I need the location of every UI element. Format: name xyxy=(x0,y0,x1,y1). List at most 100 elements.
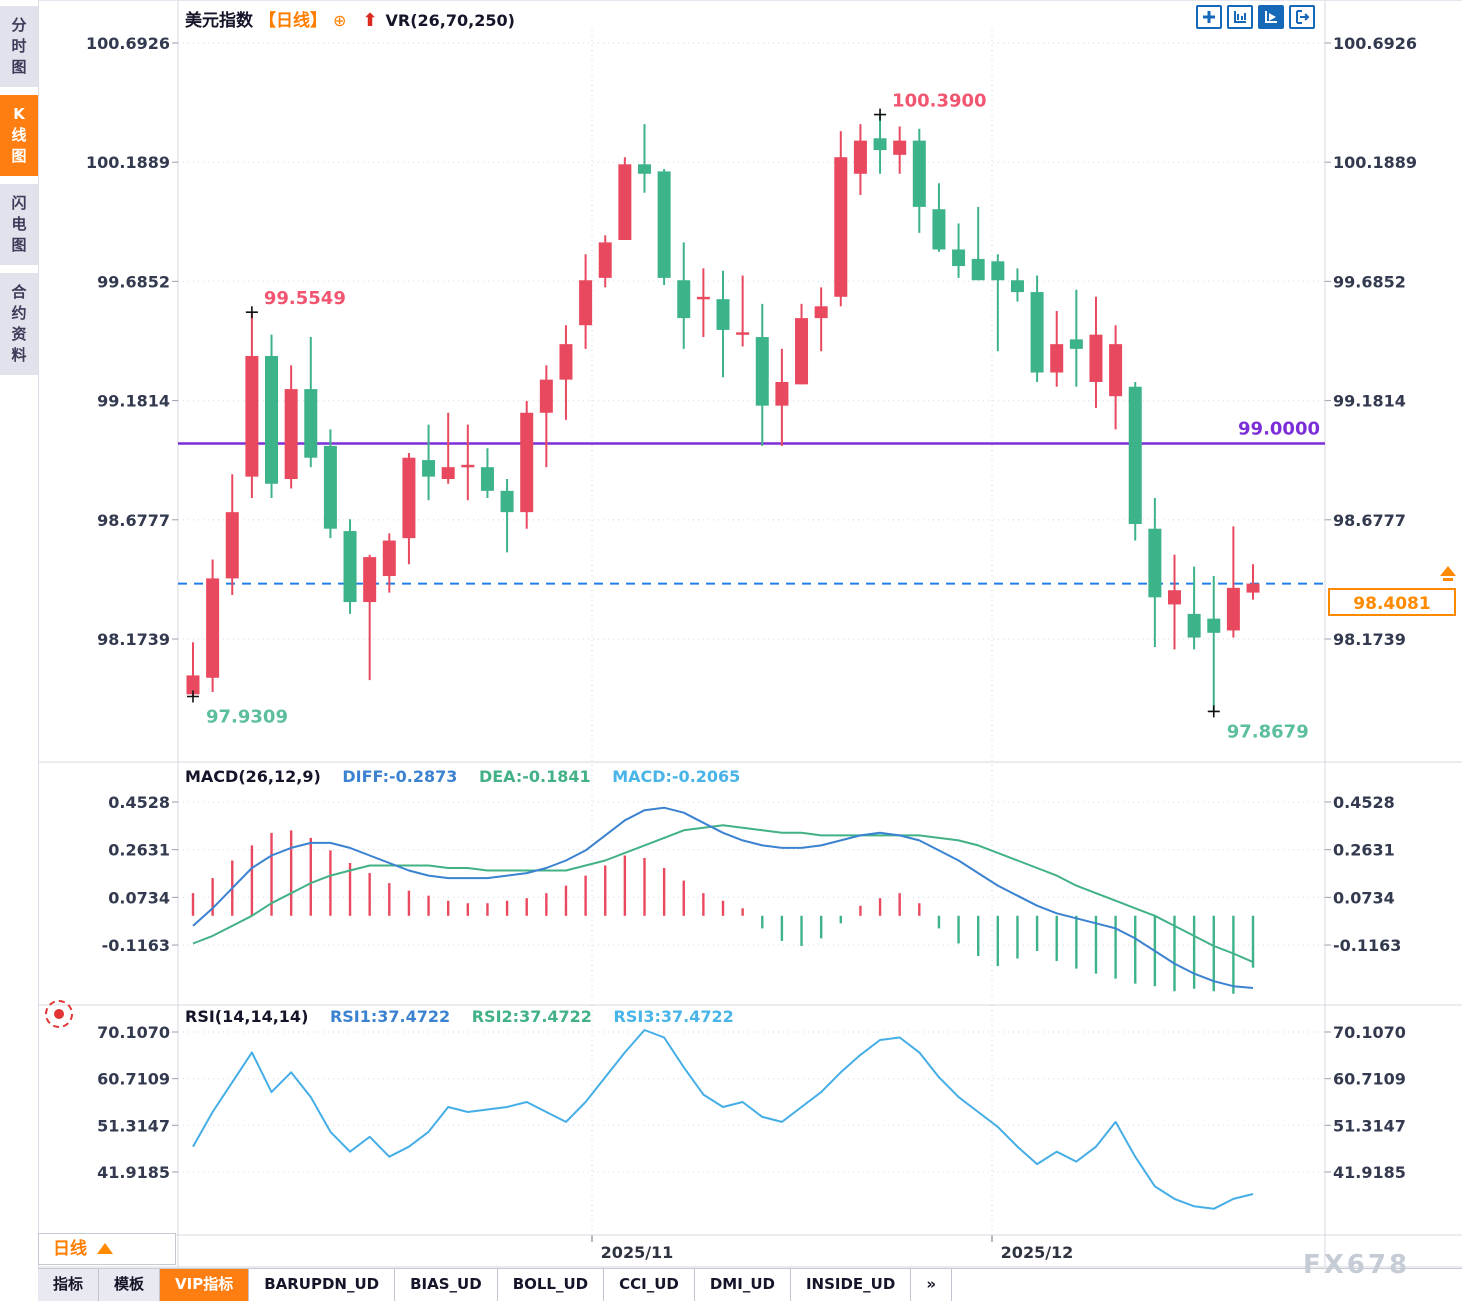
exit-chart-icon[interactable] xyxy=(1289,5,1315,29)
candle-body xyxy=(206,578,220,678)
candle-body xyxy=(1089,334,1103,382)
y-axis-label-left: 0.0734 xyxy=(108,888,170,907)
candle-body xyxy=(265,355,279,484)
y-axis-label-right: -0.1163 xyxy=(1333,936,1401,955)
y-axis-label-right: 0.4528 xyxy=(1333,793,1395,812)
candle-body xyxy=(559,344,573,380)
y-axis-label-right: 51.3147 xyxy=(1333,1116,1406,1135)
candle-body xyxy=(363,557,377,603)
period-tag[interactable]: 【日线】 xyxy=(259,11,327,31)
pan-tool-icon[interactable] xyxy=(1196,5,1222,29)
crosshair-marker xyxy=(245,306,258,319)
candle-body xyxy=(480,467,494,491)
tab-模板[interactable]: 模板 xyxy=(99,1269,161,1301)
y-axis-label-left: 41.9185 xyxy=(97,1163,170,1182)
candle-body xyxy=(932,209,946,250)
tab-DMI_UD[interactable]: DMI_UD xyxy=(694,1269,791,1301)
candle-body xyxy=(912,140,926,207)
y-axis-label-right: 70.1070 xyxy=(1333,1023,1406,1042)
y-axis-label-left: -0.1163 xyxy=(102,936,170,955)
candle-body xyxy=(814,306,828,319)
candle-body xyxy=(1226,587,1240,631)
candle-body xyxy=(1069,339,1083,349)
high-marker-label: 99.5549 xyxy=(264,288,346,309)
candle-body xyxy=(696,296,710,300)
x-axis-label: 2025/12 xyxy=(1001,1243,1074,1262)
period-selector[interactable]: 日线 xyxy=(38,1233,176,1265)
candle-body xyxy=(1050,344,1064,373)
candle-body xyxy=(834,157,848,297)
candle-body xyxy=(284,389,298,480)
watermark: FX678 xyxy=(1303,1250,1411,1280)
candle-body xyxy=(1187,613,1201,638)
indicator-settings-icon[interactable] xyxy=(45,1000,73,1028)
macd-macd-value: MACD:-0.2065 xyxy=(612,767,741,786)
candle-body xyxy=(1207,618,1221,633)
tab-BIAS_UD[interactable]: BIAS_UD xyxy=(395,1269,498,1301)
candle-body xyxy=(637,164,651,174)
candle-body xyxy=(500,490,514,513)
rsi-line xyxy=(192,1029,1254,1210)
axis-range-icon[interactable] xyxy=(1227,5,1253,29)
candle-body xyxy=(402,457,416,539)
vr-indicator-label[interactable]: VR(26,70,250) xyxy=(385,11,515,30)
candle-body xyxy=(1168,590,1181,605)
tab-INSIDE_UD[interactable]: INSIDE_UD xyxy=(790,1269,912,1301)
y-axis-label-left: 98.1739 xyxy=(97,630,170,649)
triangle-up-icon xyxy=(97,1243,113,1254)
rsi3-value: RSI3:37.4722 xyxy=(613,1007,734,1026)
add-indicator-icon[interactable]: ⊕ xyxy=(333,11,347,30)
tab-VIP指标[interactable]: VIP指标 xyxy=(160,1269,250,1301)
rsi2-value: RSI2:37.4722 xyxy=(471,1007,592,1026)
candle-body xyxy=(343,531,357,603)
y-axis-label-left: 100.6926 xyxy=(86,34,170,53)
candle-body xyxy=(991,261,1005,281)
candle-body xyxy=(461,464,475,468)
y-axis-label-left: 99.1814 xyxy=(97,392,170,411)
tab-BARUPDN_UD[interactable]: BARUPDN_UD xyxy=(249,1269,396,1301)
y-axis-label-right: 98.6777 xyxy=(1333,511,1406,530)
candle-body xyxy=(893,140,907,155)
price-up-arrow-icon xyxy=(1440,566,1456,576)
y-axis-label-right: 60.7109 xyxy=(1333,1070,1406,1089)
crosshair-marker xyxy=(187,690,199,703)
candle-body xyxy=(225,512,239,579)
rsi-title: RSI(14,14,14) xyxy=(185,1007,309,1026)
tab-CCI_UD[interactable]: CCI_UD xyxy=(604,1269,695,1301)
tab-»[interactable]: » xyxy=(911,1269,953,1301)
y-axis-label-right: 99.1814 xyxy=(1333,392,1406,411)
candle-body xyxy=(795,318,809,385)
tab-BOLL_UD[interactable]: BOLL_UD xyxy=(497,1269,605,1301)
macd-dea-line xyxy=(192,824,1254,964)
chart-toolbar xyxy=(1196,5,1315,29)
y-axis-label-right: 41.9185 xyxy=(1333,1163,1406,1182)
sidebar-item-闪电图[interactable]: 闪电图 xyxy=(0,184,38,265)
rsi-header: RSI(14,14,14) RSI1:37.4722 RSI2:37.4722 … xyxy=(185,1007,734,1026)
tab-指标[interactable]: 指标 xyxy=(38,1269,100,1301)
sidebar-item-分时图[interactable]: 分时图 xyxy=(0,6,38,87)
candle-body xyxy=(520,412,534,513)
y-axis-label-left: 51.3147 xyxy=(97,1116,170,1135)
candle-body xyxy=(382,540,396,577)
macd-header: MACD(26,12,9) DIFF:-0.2873 DEA:-0.1841 M… xyxy=(185,767,740,786)
chart-title-row: 美元指数 【日线】 ⊕ ⬆ VR(26,70,250) xyxy=(185,6,515,31)
sidebar-item-合约资料[interactable]: 合约资料 xyxy=(0,273,38,375)
y-axis-label-left: 0.2631 xyxy=(108,841,170,860)
tabbar-filler xyxy=(952,1269,1462,1301)
candle-body xyxy=(716,299,730,330)
candle-body xyxy=(304,389,318,458)
y-axis-label-left: 99.6852 xyxy=(97,272,170,291)
price-up-arrow-base xyxy=(1443,578,1453,581)
up-arrow-icon: ⬆ xyxy=(362,10,378,31)
candle-body xyxy=(677,280,691,319)
y-axis-label-right: 99.6852 xyxy=(1333,272,1406,291)
candle-body xyxy=(952,249,966,267)
axis-play-icon[interactable] xyxy=(1258,5,1284,29)
symbol-name: 美元指数 xyxy=(185,11,253,31)
y-axis-label-right: 98.1739 xyxy=(1333,630,1406,649)
low-marker-label: 97.9309 xyxy=(206,707,288,728)
candle-body xyxy=(1109,344,1123,397)
y-axis-label-left: 0.4528 xyxy=(108,793,170,812)
